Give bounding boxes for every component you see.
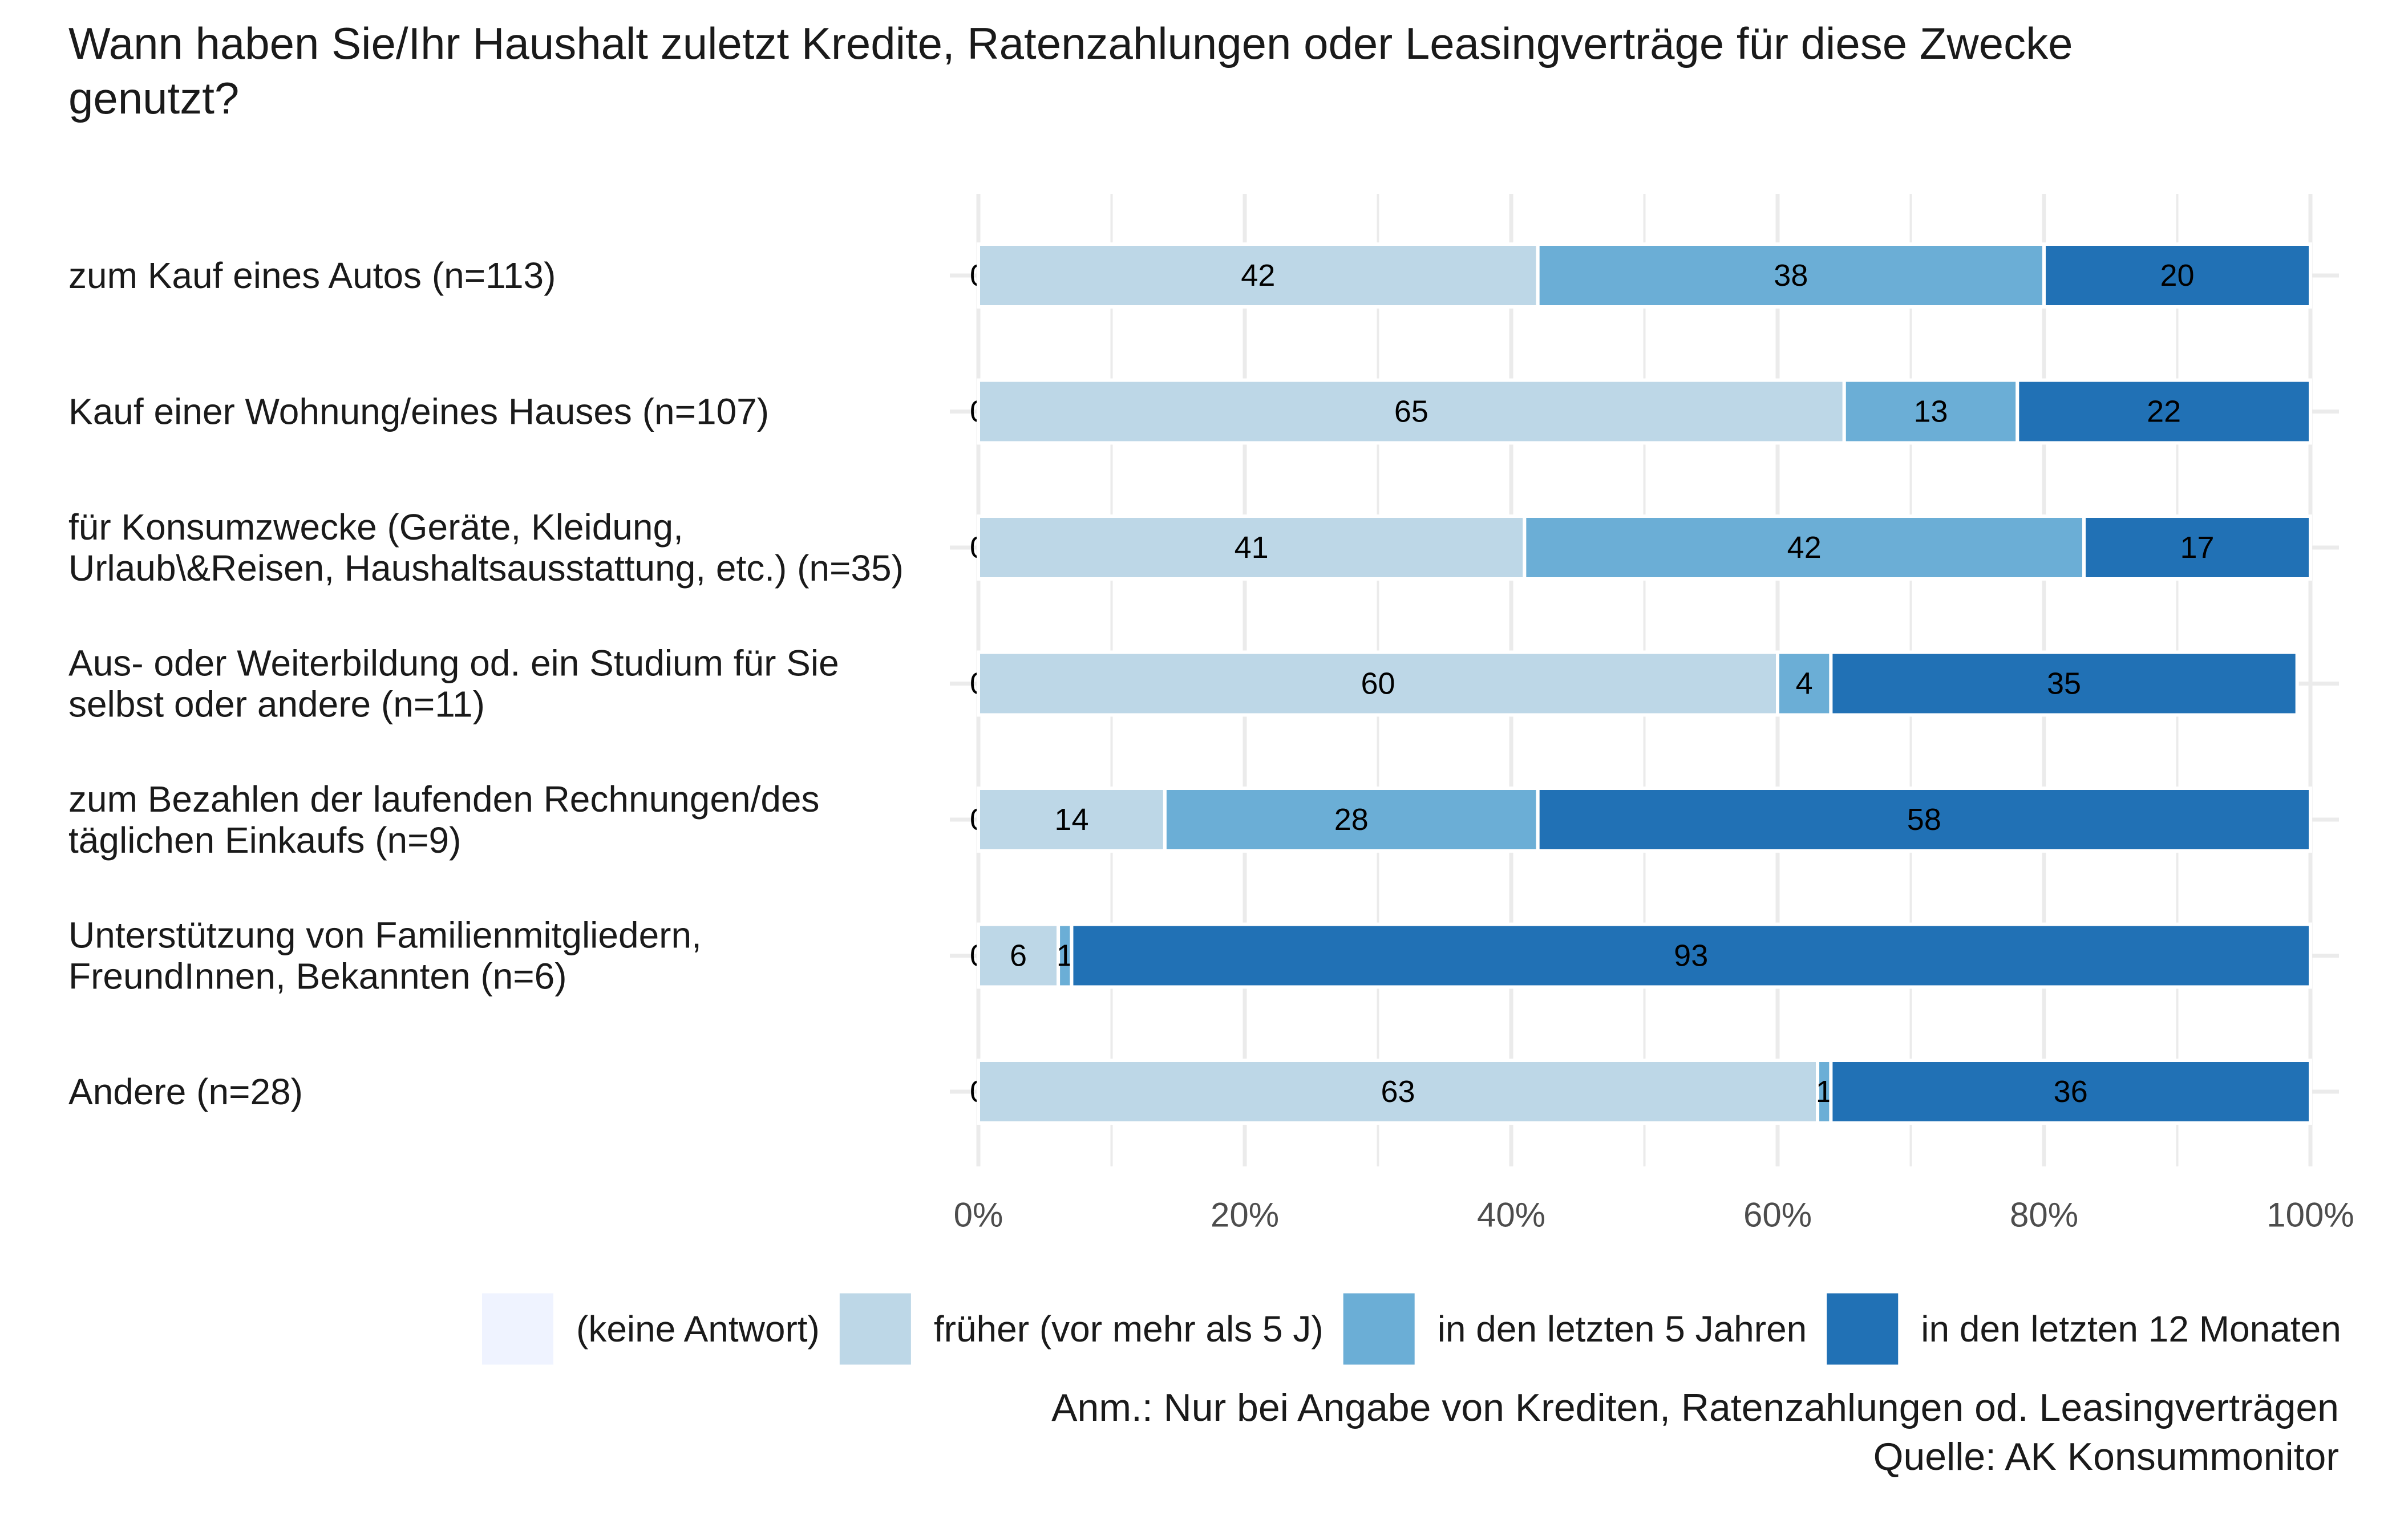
data-label: 17 bbox=[2180, 530, 2214, 565]
bar-segment bbox=[977, 378, 1846, 445]
legend-swatch bbox=[839, 1293, 911, 1365]
data-label: 41 bbox=[1235, 530, 1269, 565]
x-tick-label: 40% bbox=[1477, 1196, 1545, 1234]
data-label: 93 bbox=[1674, 939, 1708, 973]
data-label: 35 bbox=[2047, 667, 2081, 701]
bar-segment bbox=[977, 787, 1167, 853]
bar-segment bbox=[1829, 1059, 2312, 1125]
footer-note: Anm.: Nur bei Angabe von Krediten, Raten… bbox=[1051, 1386, 2339, 1429]
bar-segment bbox=[977, 514, 1527, 581]
data-label: 38 bbox=[1774, 258, 1808, 293]
legend-label: (keine Antwort) bbox=[576, 1308, 820, 1349]
bar-segment bbox=[1829, 650, 2299, 717]
chart-title: Wann haben Sie/Ihr Haushalt zuletzt Kred… bbox=[68, 18, 2073, 123]
legend-label: in den letzten 12 Monaten bbox=[1921, 1308, 2341, 1349]
data-label: 28 bbox=[1334, 803, 1369, 837]
bar-segment bbox=[977, 650, 1779, 717]
footer-source: Quelle: AK Konsummonitor bbox=[1873, 1435, 2339, 1478]
bar-segment bbox=[1523, 514, 2086, 581]
legend-label: in den letzten 5 Jahren bbox=[1438, 1308, 1807, 1349]
x-tick-label: 60% bbox=[1743, 1196, 1812, 1234]
legend: (keine Antwort) früher (vor mehr als 5 J)… bbox=[482, 1293, 2341, 1365]
data-label: 65 bbox=[1394, 395, 1428, 429]
legend-swatch bbox=[482, 1293, 553, 1365]
x-axis-ticks: 0% 20% 40% 60% 80% 100% bbox=[954, 1196, 2354, 1234]
x-tick-label: 100% bbox=[2267, 1196, 2354, 1234]
data-label: 14 bbox=[1054, 803, 1088, 837]
x-tick-label: 0% bbox=[954, 1196, 1003, 1234]
category-labels: zum Kauf eines Autos (n=113) Kauf einer W… bbox=[68, 255, 904, 1112]
chart-footer: Anm.: Nur bei Angabe von Krediten, Raten… bbox=[1051, 1383, 2339, 1481]
category-label: Kauf einer Wohnung/eines Hauses (n=107) bbox=[68, 391, 769, 432]
bar-segment bbox=[977, 922, 1061, 989]
bar-segment bbox=[2042, 242, 2312, 309]
bar-segment bbox=[1536, 787, 2312, 853]
category-label: zum Bezahlen der laufenden Rechnungen/de… bbox=[68, 779, 820, 861]
data-label: 20 bbox=[2160, 258, 2194, 293]
bar-segment bbox=[2082, 514, 2313, 581]
category-label: Andere (n=28) bbox=[68, 1071, 303, 1112]
data-label: 13 bbox=[1913, 395, 1948, 429]
bar-segment bbox=[1842, 378, 2019, 445]
bar-segment bbox=[1070, 922, 2312, 989]
data-label: 42 bbox=[1787, 530, 1822, 565]
data-label: 6 bbox=[1010, 939, 1027, 973]
legend-label: früher (vor mehr als 5 J) bbox=[934, 1308, 1324, 1349]
data-label: 42 bbox=[1241, 258, 1275, 293]
bar-segment bbox=[2015, 378, 2313, 445]
x-tick-label: 20% bbox=[1211, 1196, 1279, 1234]
bar-segment bbox=[977, 1059, 1820, 1125]
data-label: 63 bbox=[1381, 1075, 1415, 1109]
legend-swatch bbox=[1827, 1293, 1899, 1365]
category-label: zum Kauf eines Autos (n=113) bbox=[68, 255, 556, 296]
x-tick-label: 80% bbox=[2010, 1196, 2078, 1234]
data-label: 22 bbox=[2147, 395, 2181, 429]
data-label: 4 bbox=[1796, 667, 1813, 701]
data-label: 36 bbox=[2054, 1075, 2088, 1109]
bars: 0423820065132204142170604350142858061930… bbox=[970, 242, 2313, 1125]
legend-swatch bbox=[1343, 1293, 1415, 1365]
data-label: 58 bbox=[1907, 803, 1941, 837]
category-label: für Konsumzwecke (Geräte, Kleidung, Urlau… bbox=[68, 506, 904, 589]
data-label: 60 bbox=[1361, 667, 1395, 701]
category-label: Unterstützung von Familienmitgliedern, Fr… bbox=[68, 915, 702, 997]
category-label: Aus- oder Weiterbildung od. ein Studium … bbox=[68, 643, 839, 725]
bar-segment bbox=[1163, 787, 1540, 853]
